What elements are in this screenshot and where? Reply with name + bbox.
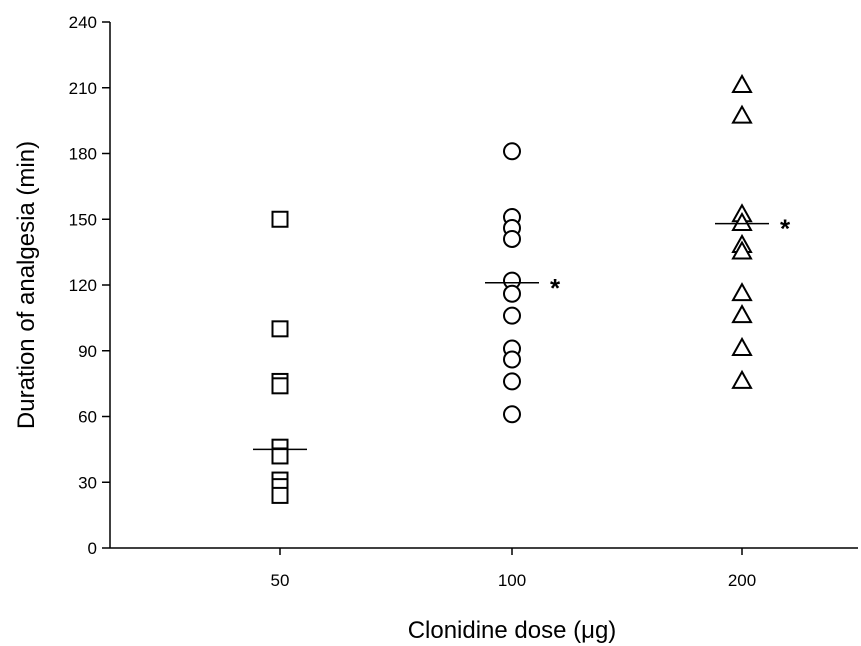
x-tick-label: 200 xyxy=(728,571,756,590)
significance-marks: ** xyxy=(550,214,791,303)
data-point-circle xyxy=(503,306,521,325)
data-point-triangle xyxy=(731,240,753,260)
x-ticks: 50 100 200 xyxy=(271,548,756,590)
data-point-triangle xyxy=(731,369,753,389)
y-tick-label: 30 xyxy=(78,473,97,492)
data-point-triangle xyxy=(731,211,753,232)
data-point-square xyxy=(271,377,289,395)
y-ticks: 0 30 60 90 120 150 180 210 240 xyxy=(69,13,110,558)
data-point-triangle xyxy=(731,104,753,124)
y-tick-label: 0 xyxy=(88,539,97,558)
data-point-circle xyxy=(503,229,521,248)
data-point-circle xyxy=(503,372,521,391)
data-point-square xyxy=(271,447,289,465)
significance-asterisk: * xyxy=(550,273,561,303)
data-point-triangle xyxy=(731,304,753,324)
data-points xyxy=(271,73,753,504)
data-point-square xyxy=(271,486,289,504)
data-point-triangle xyxy=(731,73,753,93)
x-tick-label: 100 xyxy=(498,571,526,590)
x-tick-label: 50 xyxy=(271,571,290,590)
y-tick-label: 90 xyxy=(78,342,97,361)
data-point-circle xyxy=(503,142,521,161)
y-tick-label: 120 xyxy=(69,276,97,295)
data-point-circle xyxy=(503,350,521,369)
data-point-triangle xyxy=(731,336,753,356)
y-axis-title: Duration of analgesia (min) xyxy=(13,141,40,429)
data-point-square xyxy=(271,210,289,228)
y-tick-label: 150 xyxy=(69,210,97,229)
y-tick-label: 60 xyxy=(78,408,97,427)
y-tick-label: 240 xyxy=(69,13,97,32)
y-tick-label: 180 xyxy=(69,145,97,164)
data-point-square xyxy=(271,320,289,338)
data-point-circle xyxy=(503,405,521,424)
data-point-triangle xyxy=(731,282,753,302)
axes xyxy=(109,22,858,549)
y-tick-label: 210 xyxy=(69,79,97,98)
significance-asterisk: * xyxy=(780,214,791,244)
data-point-circle xyxy=(503,284,521,303)
x-axis-title: Clonidine dose (μg) xyxy=(408,617,617,644)
median-lines xyxy=(253,222,769,451)
